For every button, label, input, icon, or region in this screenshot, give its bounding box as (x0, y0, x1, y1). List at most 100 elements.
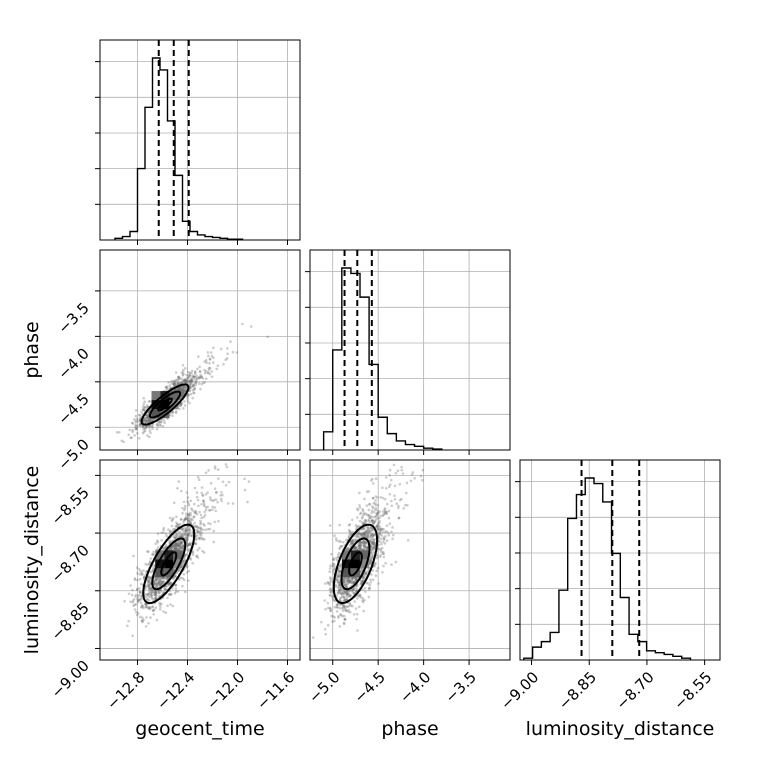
scatter-point (217, 520, 220, 523)
scatter-point (372, 506, 375, 510)
scatter-point (369, 559, 373, 562)
scatter-point (182, 386, 185, 390)
scatter-point (198, 510, 201, 514)
scatter-point (336, 581, 340, 584)
scatter-point (150, 589, 154, 592)
scatter-point (184, 536, 187, 540)
scatter-point (178, 543, 181, 547)
scatter-point (141, 620, 144, 624)
scatter-point (337, 616, 340, 619)
scatter-point (186, 544, 190, 548)
scatter-point (147, 418, 151, 422)
scatter-point (202, 499, 205, 503)
scatter-point (347, 535, 351, 538)
scatter-point (180, 543, 183, 546)
scatter-point (362, 576, 366, 580)
scatter-point (375, 569, 379, 573)
scatter-point (142, 606, 145, 610)
scatter-point (188, 401, 191, 405)
scatter-point (154, 591, 158, 595)
scatter-point (199, 526, 203, 530)
scatter-point (385, 530, 388, 533)
scatter-point (145, 605, 149, 609)
scatter-point (190, 369, 194, 373)
scatter-point (174, 388, 178, 392)
scatter-point (187, 569, 191, 573)
scatter-point (389, 478, 393, 482)
scatter-point (208, 362, 211, 365)
scatter-point (361, 521, 364, 524)
scatter-point (174, 410, 178, 413)
scatter-point (376, 511, 380, 515)
scatter-point (180, 541, 183, 544)
scatter-point (354, 586, 358, 589)
scatter-point (365, 504, 369, 507)
scatter-point (344, 607, 347, 611)
scatter-point (179, 540, 183, 544)
scatter-point (369, 560, 372, 563)
scatter-point (149, 593, 153, 596)
scatter-point (383, 542, 387, 545)
scatter-point (329, 577, 333, 581)
scatter-point (206, 351, 210, 354)
scatter-point (204, 359, 208, 362)
scatter-point (179, 404, 183, 408)
scatter-point (143, 602, 147, 606)
scatter-point (170, 382, 173, 385)
scatter-point (372, 542, 375, 545)
scatter-point (359, 511, 363, 515)
scatter-point (200, 486, 204, 489)
scatter-point (177, 545, 181, 549)
scatter-point (172, 544, 176, 548)
scatter-point (372, 521, 376, 525)
density-cell (350, 559, 360, 569)
scatter-point (147, 416, 150, 419)
density-cell (173, 559, 183, 569)
scatter-point (374, 561, 377, 565)
scatter-point (328, 606, 332, 610)
scatter-point (146, 593, 150, 596)
scatter-point (196, 548, 199, 552)
scatter-point (323, 628, 327, 631)
scatter-point (363, 543, 367, 547)
scatter-point (172, 528, 175, 531)
contour-level (151, 537, 187, 591)
scatter-point (384, 535, 387, 538)
scatter-point (171, 414, 174, 418)
scatter-point (156, 546, 160, 549)
scatter-point (266, 335, 269, 339)
y-tick-label: −8.85 (48, 599, 93, 644)
scatter-point (172, 501, 176, 505)
scatter-point (175, 383, 178, 387)
scatter-point (360, 516, 364, 520)
scatter-point (338, 583, 342, 586)
scatter-point (173, 380, 176, 384)
scatter-point (166, 584, 169, 588)
scatter-point (203, 538, 206, 541)
scatter-point (369, 515, 373, 518)
scatter-point (178, 543, 181, 546)
scatter-point (358, 594, 362, 598)
scatter-point (355, 525, 359, 529)
scatter-point (178, 381, 182, 385)
scatter-point (144, 420, 148, 424)
scatter-point (156, 591, 160, 594)
scatter-point (164, 546, 168, 549)
scatter-point (182, 368, 185, 372)
scatter-point (183, 530, 186, 534)
scatter-point (183, 508, 186, 512)
scatter-point (343, 581, 346, 585)
scatter-point (367, 532, 370, 535)
scatter-point (199, 513, 203, 517)
scatter-point (343, 606, 347, 609)
scatter-point (345, 582, 349, 585)
scatter-point (159, 605, 162, 609)
density-cell (151, 409, 161, 419)
scatter-point (179, 541, 183, 545)
scatter-point (371, 515, 375, 519)
density-cell (164, 559, 174, 569)
scatter-point (351, 518, 354, 522)
scatter-point (142, 425, 145, 428)
x-tick-label: −4.5 (351, 668, 389, 706)
scatter-point (384, 476, 388, 479)
